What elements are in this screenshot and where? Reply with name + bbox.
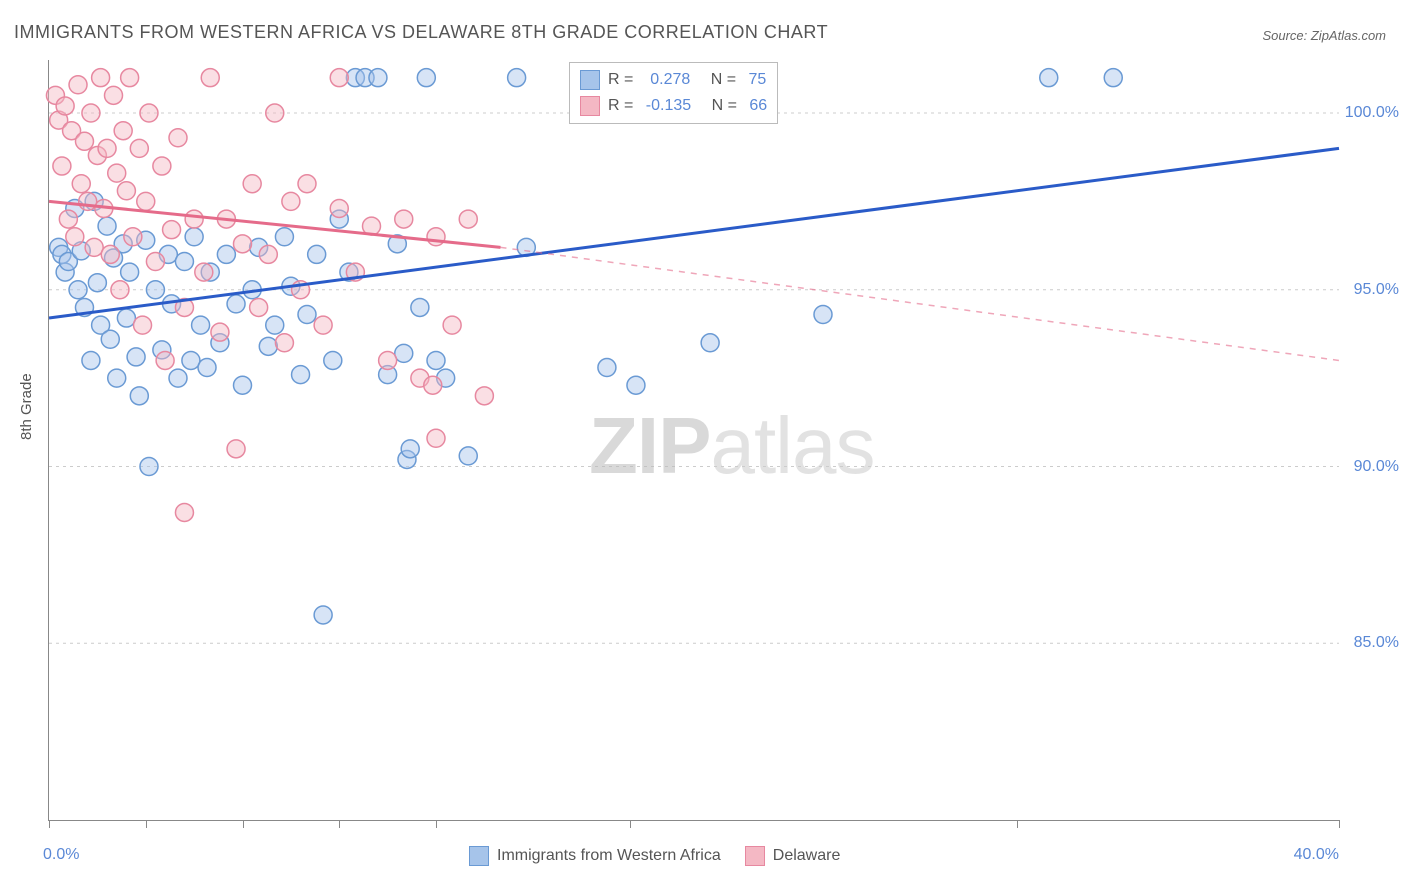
r-label: R =	[608, 67, 633, 93]
legend-row-series1: R = 0.278 N = 75	[580, 67, 767, 93]
legend-row-series2: R = -0.135 N = 66	[580, 93, 767, 119]
legend-item-2: Delaware	[745, 846, 841, 866]
y-tick-label: 95.0%	[1354, 281, 1399, 299]
x-tick-mark	[339, 820, 340, 828]
y-tick-label: 100.0%	[1345, 104, 1399, 122]
swatch-icon	[745, 846, 765, 866]
x-tick-max: 40.0%	[1294, 846, 1339, 864]
swatch-icon	[469, 846, 489, 866]
x-tick-mark	[630, 820, 631, 828]
x-tick-mark	[49, 820, 50, 828]
chart-container: IMMIGRANTS FROM WESTERN AFRICA VS DELAWA…	[0, 0, 1406, 892]
swatch-series2	[580, 96, 600, 116]
legend-item-1: Immigrants from Western Africa	[469, 846, 721, 866]
x-tick-min: 0.0%	[43, 846, 79, 864]
r-label: R =	[608, 93, 633, 119]
swatch-series1	[580, 70, 600, 90]
x-tick-mark	[436, 820, 437, 828]
correlation-legend: R = 0.278 N = 75 R = -0.135 N = 66	[569, 62, 778, 124]
r-value-2: -0.135	[641, 93, 691, 119]
n-value-2: 66	[745, 93, 767, 119]
legend-label-2: Delaware	[773, 847, 841, 865]
chart-svg	[49, 60, 1339, 820]
x-tick-mark	[146, 820, 147, 828]
y-tick-label: 90.0%	[1354, 458, 1399, 476]
n-label: N =	[712, 93, 737, 119]
x-tick-mark	[1339, 820, 1340, 828]
y-axis-label: 8th Grade	[18, 373, 35, 440]
chart-title: IMMIGRANTS FROM WESTERN AFRICA VS DELAWA…	[14, 22, 828, 43]
legend-label-1: Immigrants from Western Africa	[497, 847, 721, 865]
y-tick-label: 85.0%	[1354, 634, 1399, 652]
r-value-1: 0.278	[641, 67, 690, 93]
x-tick-mark	[1017, 820, 1018, 828]
n-value-1: 75	[744, 67, 766, 93]
plot-area: ZIPatlas R = 0.278 N = 75 R = -0.135 N =…	[48, 60, 1339, 821]
series-legend: Immigrants from Western Africa Delaware	[469, 846, 840, 866]
x-tick-mark	[243, 820, 244, 828]
n-label: N =	[711, 67, 736, 93]
source-attribution: Source: ZipAtlas.com	[1262, 28, 1386, 43]
